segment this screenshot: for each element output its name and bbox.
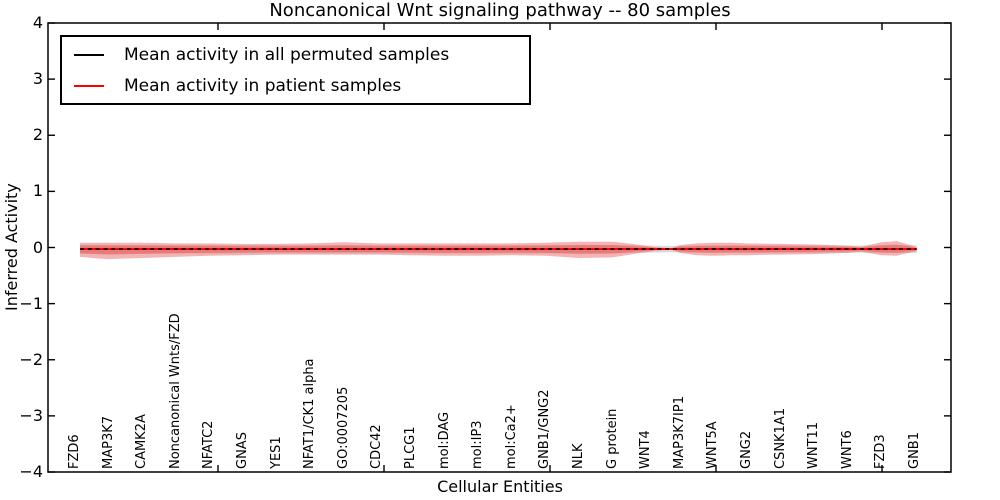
legend-item-permuted: Mean activity in all permuted samples bbox=[74, 45, 529, 65]
y-tick-label: −3 bbox=[19, 405, 43, 425]
y-tick-label: −1 bbox=[19, 293, 43, 313]
x-category-label: GO:0007205 bbox=[335, 386, 351, 469]
y-tick-label: −2 bbox=[19, 349, 43, 369]
y-tick-label: 3 bbox=[32, 69, 43, 89]
x-category-label: Noncanonical Wnts/FZD bbox=[167, 313, 183, 469]
x-category-label: WNT5A bbox=[705, 421, 721, 469]
x-category-label: GNB1/GNG2 bbox=[537, 389, 553, 469]
x-category-label: CAMK2A bbox=[134, 414, 150, 469]
x-category-label: WNT4 bbox=[638, 430, 654, 469]
legend: Mean activity in all permuted samples Me… bbox=[60, 35, 531, 105]
legend-line-red bbox=[74, 84, 104, 87]
legend-item-patient: Mean activity in patient samples bbox=[74, 76, 529, 96]
x-category-label: FZD3 bbox=[873, 434, 889, 469]
x-category-label: GNG2 bbox=[739, 430, 754, 469]
legend-line-black bbox=[74, 53, 104, 56]
x-category-label: MAP3K7IP1 bbox=[671, 396, 687, 469]
x-category-label: NLK bbox=[571, 443, 586, 470]
y-tick-label: 1 bbox=[32, 181, 43, 201]
x-category-label: CSNK1A1 bbox=[772, 407, 788, 469]
y-tick-label: 0 bbox=[32, 237, 43, 257]
x-axis-label: Cellular Entities bbox=[437, 477, 563, 496]
x-category-label: NFATC2 bbox=[201, 420, 217, 469]
y-tick-label: −4 bbox=[19, 462, 43, 481]
x-category-label: FZD6 bbox=[67, 434, 82, 469]
x-category-label: mol:DAG bbox=[436, 411, 452, 469]
chart-title: Noncanonical Wnt signaling pathway -- 80… bbox=[269, 0, 731, 21]
x-category-label: mol:IP3 bbox=[470, 420, 486, 469]
x-category-label: YES1 bbox=[268, 436, 284, 469]
x-category-label: WNT11 bbox=[806, 421, 822, 469]
x-category-label: MAP3K7 bbox=[100, 415, 116, 469]
x-category-label: NFAT1/CK1 alpha bbox=[302, 358, 318, 469]
x-category-label: CDC42 bbox=[369, 424, 385, 469]
x-category-label: G protein bbox=[604, 408, 620, 469]
y-tick-label: 4 bbox=[32, 13, 43, 32]
x-category-label: mol:Ca2+ bbox=[503, 404, 519, 469]
x-category-label: PLCG1 bbox=[403, 426, 418, 469]
legend-label: Mean activity in all permuted samples bbox=[124, 44, 450, 65]
y-tick-label: 2 bbox=[32, 125, 43, 145]
x-category-label: GNB1 bbox=[907, 432, 922, 469]
legend-label: Mean activity in patient samples bbox=[124, 75, 402, 96]
x-category-label: GNAS bbox=[235, 432, 250, 469]
x-category-label: WNT6 bbox=[839, 430, 855, 469]
patient-samples-std-band bbox=[80, 241, 917, 260]
